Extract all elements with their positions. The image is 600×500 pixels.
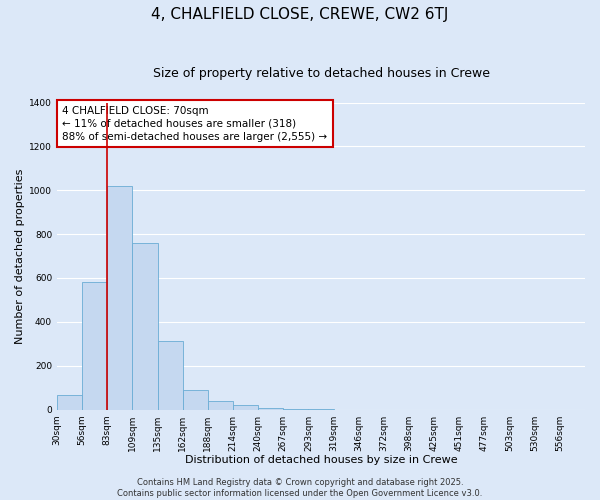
- Title: Size of property relative to detached houses in Crewe: Size of property relative to detached ho…: [152, 68, 490, 80]
- Text: Contains HM Land Registry data © Crown copyright and database right 2025.
Contai: Contains HM Land Registry data © Crown c…: [118, 478, 482, 498]
- Y-axis label: Number of detached properties: Number of detached properties: [15, 168, 25, 344]
- Text: 4, CHALFIELD CLOSE, CREWE, CW2 6TJ: 4, CHALFIELD CLOSE, CREWE, CW2 6TJ: [151, 8, 449, 22]
- Bar: [82, 282, 107, 410]
- X-axis label: Distribution of detached houses by size in Crewe: Distribution of detached houses by size …: [185, 455, 457, 465]
- Bar: [107, 186, 133, 410]
- Bar: [183, 390, 208, 409]
- Bar: [258, 408, 283, 410]
- Bar: [208, 401, 233, 409]
- Bar: [133, 243, 158, 410]
- Bar: [158, 340, 183, 409]
- Bar: [233, 405, 258, 409]
- Bar: [57, 396, 82, 409]
- Text: 4 CHALFIELD CLOSE: 70sqm
← 11% of detached houses are smaller (318)
88% of semi-: 4 CHALFIELD CLOSE: 70sqm ← 11% of detach…: [62, 106, 328, 142]
